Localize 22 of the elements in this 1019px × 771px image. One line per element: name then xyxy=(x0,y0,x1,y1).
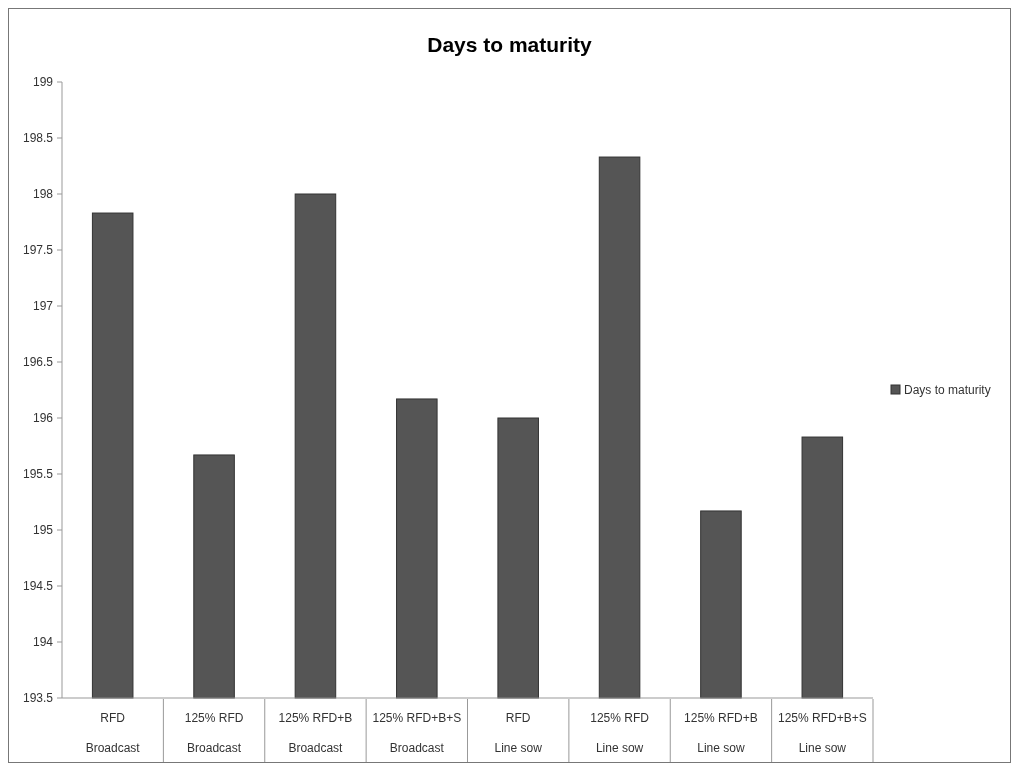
y-tick-label: 195.5 xyxy=(22,467,54,482)
y-tick-label: 197 xyxy=(32,299,54,314)
category-label: 125% RFD Broadcast xyxy=(184,711,244,755)
y-tick-label: 195 xyxy=(32,523,54,538)
y-tick-label: 194.5 xyxy=(22,579,54,594)
category-label: RFD Line sow xyxy=(494,711,542,755)
category-label: 125% RFD+B+S Line sow xyxy=(777,711,867,755)
category-label: 125% RFD Line sow xyxy=(590,711,649,755)
y-tick-label: 197.5 xyxy=(22,243,54,258)
y-tick-label: 198.5 xyxy=(22,131,54,146)
y-tick-label: 193.5 xyxy=(22,691,54,706)
chart-title: Days to maturity xyxy=(427,33,593,56)
y-tick-label: 194 xyxy=(32,635,54,650)
y-tick-label: 198 xyxy=(32,187,54,202)
category-label: 125% RFD+B+S Broadcast xyxy=(372,711,462,755)
y-tick-label: 196 xyxy=(32,411,54,426)
legend-label: Days to maturity xyxy=(904,383,991,398)
category-label: 125% RFD+B Broadcast xyxy=(278,711,353,755)
category-label: RFD Broadcast xyxy=(85,711,140,755)
y-tick-label: 199 xyxy=(32,75,54,90)
category-label: 125% RFD+B Line sow xyxy=(684,711,758,755)
y-tick-label: 196.5 xyxy=(22,355,54,370)
